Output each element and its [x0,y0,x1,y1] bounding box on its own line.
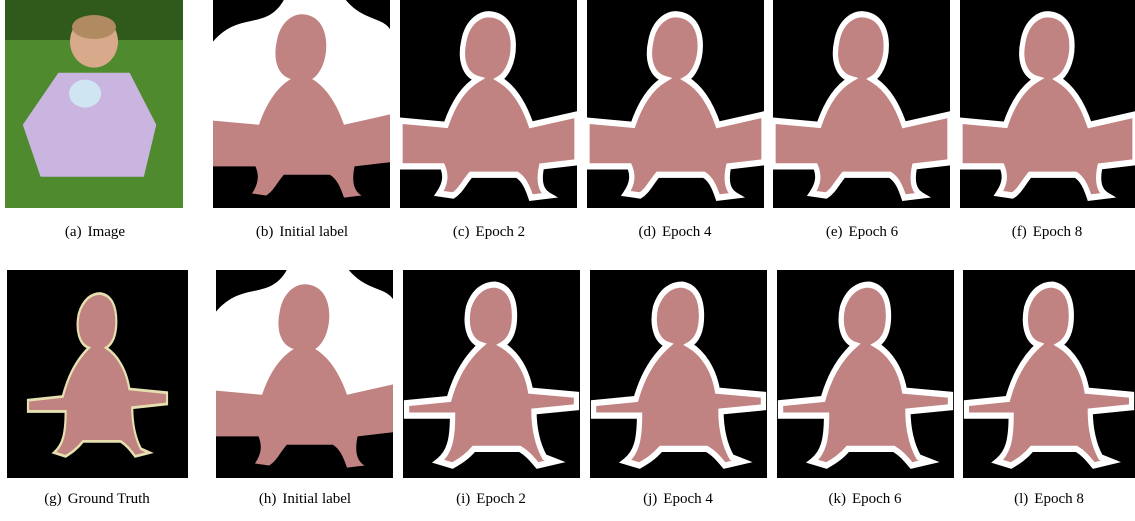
caption-text: Epoch 2 [476,491,526,507]
panel-image [590,270,767,478]
panel-image [960,0,1135,208]
panel-image [216,270,393,478]
caption: (h) Initial label [259,491,351,507]
caption-label: (b) [256,224,274,240]
caption-text: Epoch 6 [849,224,899,240]
caption: (f) Epoch 8 [1012,224,1083,240]
caption-label: (c) [453,224,470,240]
panel-image [213,0,390,208]
caption: (e) Epoch 6 [826,224,899,240]
caption-text: Epoch 8 [1033,224,1083,240]
panel-image [403,270,580,478]
baby-hair [72,15,116,39]
caption: (j) Epoch 4 [643,491,713,507]
caption-text: Epoch 4 [662,224,712,240]
caption-text: Epoch 4 [663,491,713,507]
caption-label: (d) [638,224,656,240]
caption-text: Initial label [282,491,351,507]
bib [69,80,101,108]
caption: (k) Epoch 6 [828,491,902,507]
panel-image [5,0,183,208]
figure: (a) Image (b) Initial label (c) Epoch 2 (d) Epo… [0,0,1135,516]
caption-label: (f) [1012,224,1027,240]
caption-text: Initial label [279,224,348,240]
caption: (l) Epoch 8 [1014,491,1084,507]
caption-label: (a) [65,224,82,240]
caption-label: (i) [456,491,470,507]
caption-text: Epoch 2 [476,224,526,240]
caption-label: (k) [828,491,846,507]
caption-label: (j) [643,491,657,507]
panels: (a) Image (b) Initial label (c) Epoch 2 (d) Epo… [5,0,1135,507]
caption: (c) Epoch 2 [453,224,525,240]
caption-label: (l) [1014,491,1028,507]
caption: (g) Ground Truth [44,491,150,507]
caption: (i) Epoch 2 [456,491,526,507]
panel-image [587,0,764,208]
caption: (a) Image [65,224,125,240]
panel-image [400,0,577,208]
panel-image [777,270,954,478]
caption-label: (g) [44,491,62,507]
caption-text: Ground Truth [68,491,151,507]
caption: (b) Initial label [256,224,348,240]
caption-text: Epoch 6 [852,491,902,507]
caption-label: (h) [259,491,277,507]
caption-label: (e) [826,224,843,240]
caption-text: Epoch 8 [1034,491,1084,507]
panel-image [963,270,1135,478]
panel-image [773,0,950,208]
caption-text: Image [88,224,126,240]
caption: (d) Epoch 4 [638,224,712,240]
panel-image [7,270,188,478]
